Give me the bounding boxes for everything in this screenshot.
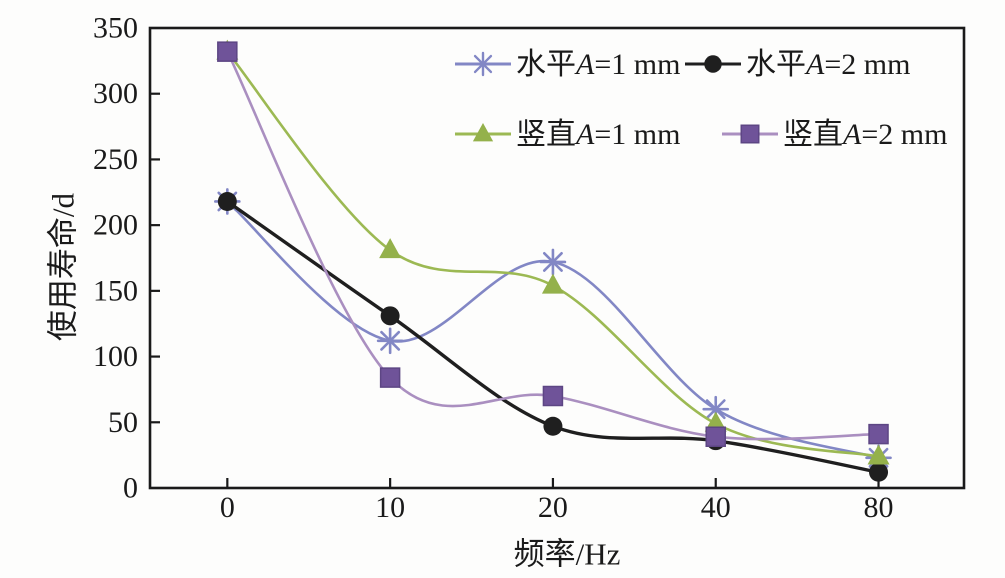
y-tick-label: 300 xyxy=(93,77,138,110)
y-tick-label: 150 xyxy=(93,274,138,307)
legend-marker-3 xyxy=(740,124,760,144)
series-marker-2 xyxy=(379,238,402,259)
series-marker-1 xyxy=(869,462,889,482)
legend-label-1: 水平A=2 mm xyxy=(746,48,910,81)
series-marker-2 xyxy=(867,444,890,465)
y-tick-label: 100 xyxy=(93,340,138,373)
y-tick-label: 50 xyxy=(108,406,138,439)
series-marker-0 xyxy=(702,395,730,423)
series-marker-3 xyxy=(705,426,726,447)
series-marker-3 xyxy=(542,385,564,407)
series-marker-3 xyxy=(217,41,238,62)
legend-label-0: 水平A=1 mm xyxy=(516,48,680,81)
x-tick-label: 20 xyxy=(538,491,568,524)
y-tick-label: 250 xyxy=(93,143,138,176)
series-marker-1 xyxy=(543,416,563,436)
legend-marker-0 xyxy=(470,51,496,77)
legend-label-3: 竖直A=2 mm xyxy=(783,118,947,151)
series-marker-3 xyxy=(868,423,889,445)
legend-label-2: 竖直A=1 mm xyxy=(516,118,680,151)
series-marker-0 xyxy=(376,327,404,355)
y-tick-label: 200 xyxy=(93,209,138,242)
y-axis-title: 使用寿命/d xyxy=(45,192,81,342)
x-tick-label: 0 xyxy=(220,491,235,524)
series-marker-1 xyxy=(380,306,400,326)
x-tick-label: 40 xyxy=(701,491,731,524)
series-line-3 xyxy=(226,50,880,441)
series-marker-1 xyxy=(217,191,237,211)
series-marker-3 xyxy=(379,367,401,388)
series-marker-2 xyxy=(541,273,564,294)
x-axis-title: 频率/Hz xyxy=(513,536,621,572)
x-tick-label: 80 xyxy=(864,491,894,524)
y-tick-label: 350 xyxy=(93,12,138,45)
legend-marker-1 xyxy=(704,55,722,73)
series-marker-0 xyxy=(539,248,567,276)
legend-marker-2 xyxy=(472,122,494,142)
y-tick-label: 0 xyxy=(123,472,138,505)
plot-frame xyxy=(148,26,966,490)
x-tick-label: 10 xyxy=(375,491,405,524)
